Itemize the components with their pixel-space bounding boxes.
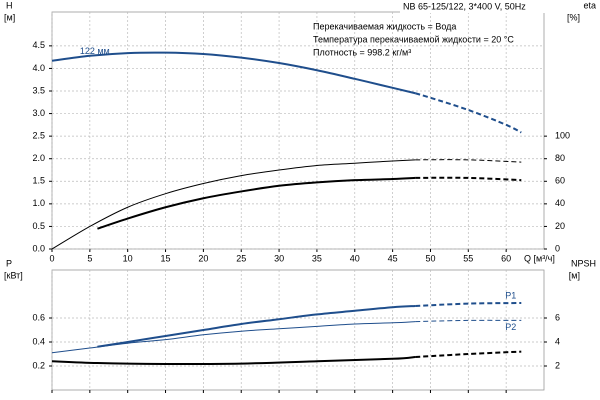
y-tick-label: 3.5 <box>32 85 45 95</box>
chart-title: NB 65-125/122, 3*400 V, 50Hz <box>403 1 526 11</box>
x-tick-label: 50 <box>425 253 435 263</box>
y-tick-label: 2.0 <box>32 153 45 163</box>
y2-axis-unit: [%] <box>567 12 580 22</box>
y2-tick-label: 0 <box>555 243 560 253</box>
y2-axis-unit: [м] <box>569 270 580 280</box>
y-axis-label: H <box>6 0 13 10</box>
y2-axis-label: eta <box>583 0 596 10</box>
curve-dashed <box>415 350 522 358</box>
y-tick-label: 3.0 <box>32 108 45 118</box>
y-axis-unit: [м] <box>4 12 15 22</box>
y2-axis-label: NPSH <box>571 258 596 268</box>
x-tick-label: 40 <box>350 253 360 263</box>
title-box <box>400 0 550 13</box>
y2-tick-label: 60 <box>555 176 565 186</box>
curve-dashed <box>415 302 522 307</box>
y2-tick-label: 100 <box>555 131 570 141</box>
curve-dashed <box>415 92 522 134</box>
x-tick-label: 55 <box>463 253 473 263</box>
y-tick-label: 2.5 <box>32 131 45 141</box>
x-tick-label: 0 <box>49 253 54 263</box>
y2-tick-label: 4 <box>555 336 560 346</box>
annotation: Плотность = 998.2 кг/м³ <box>313 47 411 57</box>
x-tick-label: 10 <box>123 253 133 263</box>
curve <box>51 356 416 366</box>
y2-tick-label: 20 <box>555 221 565 231</box>
y-tick-label: 0.4 <box>32 336 45 346</box>
curve-label: P2 <box>505 322 516 332</box>
curve <box>51 321 416 354</box>
y2-tick-label: 80 <box>555 153 565 163</box>
curve-dashed <box>415 159 522 163</box>
x-tick-label: 25 <box>236 253 246 263</box>
x-tick-label: 20 <box>198 253 208 263</box>
x-tick-label: 15 <box>161 253 171 263</box>
plot-frame <box>51 269 545 391</box>
plot-frame <box>51 11 545 250</box>
curve <box>51 159 416 250</box>
y2-tick-label: 2 <box>555 360 560 370</box>
y-tick-label: 0.6 <box>32 312 45 322</box>
curve <box>97 305 416 348</box>
y-axis-label: P <box>6 258 12 268</box>
x-tick-label: 60 <box>501 253 511 263</box>
y-tick-label: 0.0 <box>32 243 45 253</box>
y-axis-unit: [кВт] <box>4 270 23 280</box>
y2-tick-label: 40 <box>555 198 565 208</box>
y-tick-label: 1.5 <box>32 176 45 186</box>
y-tick-label: 0.2 <box>32 360 45 370</box>
y-tick-label: 4.5 <box>32 40 45 50</box>
curve <box>97 176 416 230</box>
y-tick-label: 4.0 <box>32 63 45 73</box>
y-tick-label: 1.0 <box>32 198 45 208</box>
curve <box>51 51 416 95</box>
curve-label: P1 <box>505 290 516 300</box>
curve-dashed <box>415 176 522 182</box>
annotation: Температура перекачиваемой жидкости = 20… <box>313 34 514 44</box>
annotation: Перекачиваемая жидкость = Вода <box>313 21 456 31</box>
y2-tick-label: 6 <box>555 312 560 322</box>
x-axis-label: Q [м³/ч] <box>524 253 555 263</box>
x-tick-label: 35 <box>312 253 322 263</box>
curve-dashed <box>415 319 522 323</box>
x-tick-label: 5 <box>87 253 92 263</box>
x-tick-label: 45 <box>388 253 398 263</box>
x-tick-label: 30 <box>274 253 284 263</box>
y-tick-label: 0.5 <box>32 221 45 231</box>
curve-label: 122 мм <box>80 46 110 56</box>
